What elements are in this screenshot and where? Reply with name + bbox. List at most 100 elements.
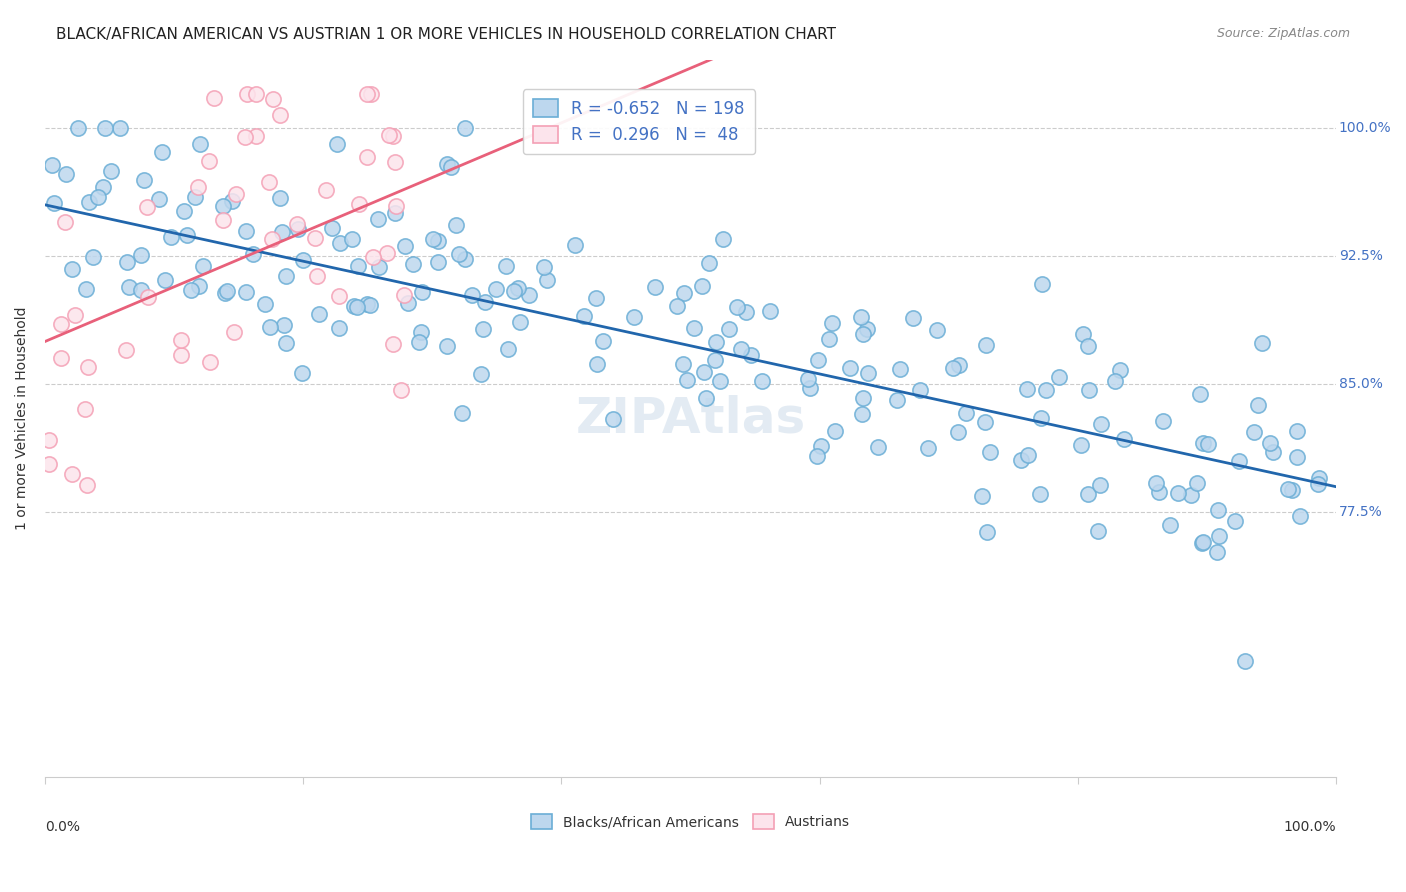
Point — [1261, 445, 1284, 459]
Point — [79, 194, 101, 209]
Point — [1225, 514, 1247, 528]
Point — [1308, 471, 1330, 485]
Point — [269, 108, 291, 122]
Point — [564, 237, 586, 252]
Point — [851, 407, 873, 421]
Point — [328, 320, 350, 334]
Point — [948, 358, 970, 372]
Point — [136, 290, 159, 304]
Point — [356, 150, 378, 164]
Point — [115, 254, 138, 268]
Point — [359, 298, 381, 312]
Text: 100.0%: 100.0% — [1284, 821, 1336, 834]
Point — [602, 412, 624, 426]
Point — [49, 317, 72, 331]
Point — [402, 257, 425, 271]
Point — [347, 197, 370, 211]
Point — [114, 343, 136, 357]
Point — [391, 383, 413, 397]
Point — [148, 192, 170, 206]
Point — [1288, 508, 1310, 523]
Point — [1258, 436, 1281, 450]
Point — [215, 284, 238, 298]
Point — [1251, 336, 1274, 351]
Point — [506, 281, 529, 295]
Point — [1192, 535, 1215, 549]
Point — [1167, 485, 1189, 500]
Point — [129, 248, 152, 262]
Point — [55, 167, 77, 181]
Point — [188, 279, 211, 293]
Legend: Blacks/African Americans, Austrians: Blacks/African Americans, Austrians — [526, 809, 855, 835]
Point — [673, 286, 696, 301]
Point — [436, 338, 458, 352]
Point — [536, 273, 558, 287]
Point — [77, 360, 100, 375]
Point — [586, 358, 609, 372]
Point — [758, 304, 780, 318]
Point — [187, 180, 209, 194]
Point — [1108, 363, 1130, 377]
Point — [623, 310, 645, 324]
Point — [807, 352, 830, 367]
Point — [474, 294, 496, 309]
Point — [866, 440, 889, 454]
Point — [93, 179, 115, 194]
Point — [118, 280, 141, 294]
Point — [695, 391, 717, 405]
Point — [495, 260, 517, 274]
Point — [377, 245, 399, 260]
Point — [799, 381, 821, 395]
Point — [440, 160, 463, 174]
Point — [360, 87, 382, 101]
Point — [471, 321, 494, 335]
Point — [1017, 448, 1039, 462]
Point — [176, 228, 198, 243]
Point — [426, 235, 449, 249]
Point — [444, 218, 467, 232]
Point — [946, 425, 969, 440]
Point — [1087, 524, 1109, 538]
Point — [976, 524, 998, 539]
Point — [1071, 326, 1094, 341]
Point — [211, 199, 233, 213]
Point — [346, 259, 368, 273]
Point — [1047, 369, 1070, 384]
Point — [260, 232, 283, 246]
Point — [1189, 387, 1212, 401]
Point — [274, 335, 297, 350]
Point — [908, 383, 931, 397]
Point — [1206, 503, 1229, 517]
Point — [927, 323, 949, 337]
Text: Source: ZipAtlas.com: Source: ZipAtlas.com — [1216, 27, 1350, 40]
Point — [889, 361, 911, 376]
Point — [202, 90, 225, 104]
Point — [188, 136, 211, 151]
Point — [290, 366, 312, 380]
Point — [315, 183, 337, 197]
Point — [270, 225, 292, 239]
Point — [717, 322, 740, 336]
Point — [329, 235, 352, 250]
Text: 85.0%: 85.0% — [1339, 377, 1382, 392]
Point — [852, 392, 875, 406]
Point — [1205, 544, 1227, 558]
Point — [851, 310, 873, 325]
Point — [1187, 475, 1209, 490]
Point — [169, 334, 191, 348]
Point — [1180, 487, 1202, 501]
Point — [1090, 417, 1112, 431]
Point — [235, 224, 257, 238]
Point — [394, 238, 416, 252]
Point — [422, 232, 444, 246]
Point — [129, 283, 152, 297]
Point — [436, 157, 458, 171]
Point — [533, 260, 555, 274]
Point — [901, 310, 924, 325]
Point — [180, 284, 202, 298]
Point — [285, 217, 308, 231]
Point — [257, 175, 280, 189]
Point — [82, 250, 104, 264]
Point — [1029, 411, 1052, 425]
Point — [38, 433, 60, 447]
